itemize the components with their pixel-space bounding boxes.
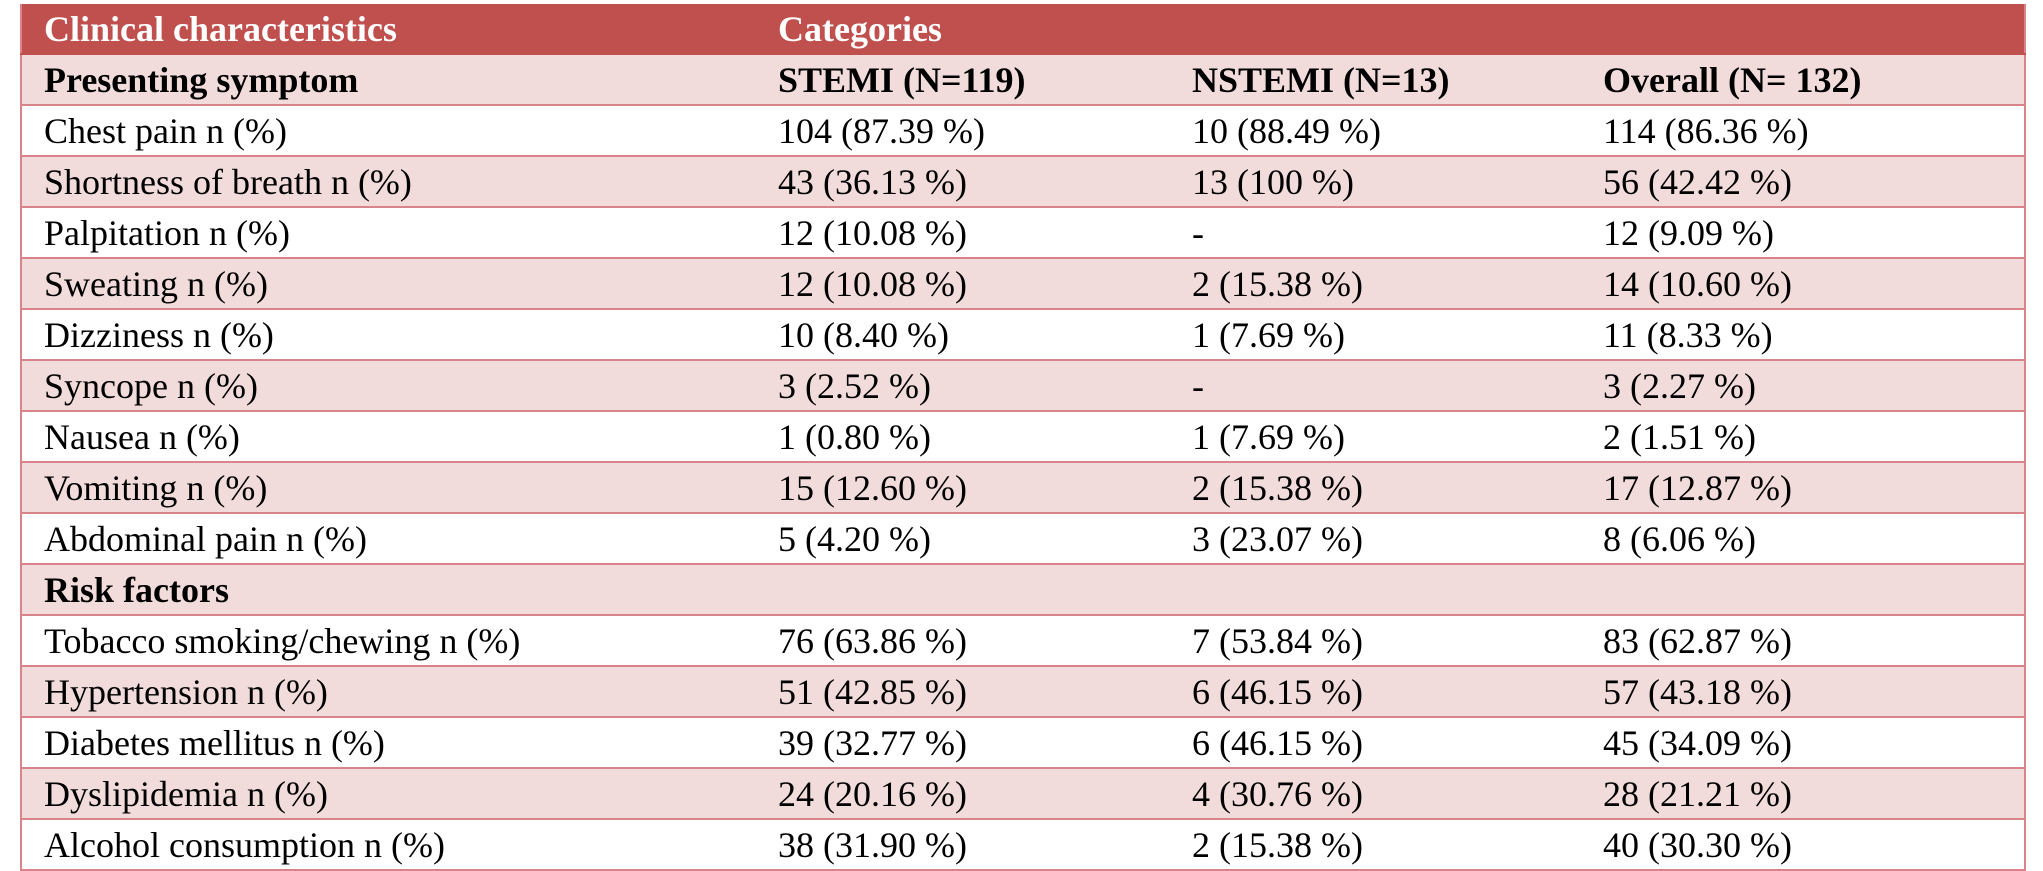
table-header-row: Clinical characteristics Categories xyxy=(20,4,2026,55)
nstemi-value: 1 (7.69 %) xyxy=(1170,411,1581,463)
overall-value: 83 (62.87 %) xyxy=(1581,615,2026,667)
nstemi-value: 4 (30.76 %) xyxy=(1170,768,1581,820)
row-label: Dyslipidemia n (%) xyxy=(20,768,756,820)
row-label: Vomiting n (%) xyxy=(20,462,756,514)
column-header-overall: Overall (N= 132) xyxy=(1581,54,2026,106)
stemi-value: 24 (20.16 %) xyxy=(756,768,1170,820)
table-row: Abdominal pain n (%) 5 (4.20 %) 3 (23.07… xyxy=(20,513,2026,565)
section-empty-cell xyxy=(1581,564,2026,616)
stemi-value: 1 (0.80 %) xyxy=(756,411,1170,463)
stemi-value: 43 (36.13 %) xyxy=(756,156,1170,208)
overall-value: 11 (8.33 %) xyxy=(1581,309,2026,361)
row-label: Sweating n (%) xyxy=(20,258,756,310)
section-title: Presenting symptom xyxy=(20,54,756,106)
nstemi-value: 13 (100 %) xyxy=(1170,156,1581,208)
overall-value: 12 (9.09 %) xyxy=(1581,207,2026,259)
nstemi-value: 10 (88.49 %) xyxy=(1170,105,1581,157)
stemi-value: 38 (31.90 %) xyxy=(756,819,1170,871)
nstemi-value: - xyxy=(1170,207,1581,259)
row-label: Diabetes mellitus n (%) xyxy=(20,717,756,769)
table-row: Alcohol consumption n (%) 38 (31.90 %) 2… xyxy=(20,819,2026,871)
row-label: Syncope n (%) xyxy=(20,360,756,412)
table-row: Syncope n (%) 3 (2.52 %) - 3 (2.27 %) xyxy=(20,360,2026,412)
table-row: Palpitation n (%) 12 (10.08 %) - 12 (9.0… xyxy=(20,207,2026,259)
stemi-value: 39 (32.77 %) xyxy=(756,717,1170,769)
stemi-value: 12 (10.08 %) xyxy=(756,258,1170,310)
nstemi-value: 2 (15.38 %) xyxy=(1170,258,1581,310)
clinical-characteristics-table: Clinical characteristics Categories Pres… xyxy=(20,4,2026,871)
header-categories: Categories xyxy=(756,4,1170,55)
table-row: Tobacco smoking/chewing n (%) 76 (63.86 … xyxy=(20,615,2026,667)
stemi-value: 51 (42.85 %) xyxy=(756,666,1170,718)
overall-value: 3 (2.27 %) xyxy=(1581,360,2026,412)
overall-value: 14 (10.60 %) xyxy=(1581,258,2026,310)
section-row-risk-factors: Risk factors xyxy=(20,564,2026,616)
row-label: Abdominal pain n (%) xyxy=(20,513,756,565)
header-clinical-characteristics: Clinical characteristics xyxy=(20,4,756,55)
stemi-value: 12 (10.08 %) xyxy=(756,207,1170,259)
overall-value: 114 (86.36 %) xyxy=(1581,105,2026,157)
section-title: Risk factors xyxy=(20,564,756,616)
row-label: Chest pain n (%) xyxy=(20,105,756,157)
header-empty-cell xyxy=(1170,4,1581,55)
table-row: Dizziness n (%) 10 (8.40 %) 1 (7.69 %) 1… xyxy=(20,309,2026,361)
table-row: Sweating n (%) 12 (10.08 %) 2 (15.38 %) … xyxy=(20,258,2026,310)
overall-value: 57 (43.18 %) xyxy=(1581,666,2026,718)
table-body: Clinical characteristics Categories Pres… xyxy=(20,4,2026,871)
table-row: Hypertension n (%) 51 (42.85 %) 6 (46.15… xyxy=(20,666,2026,718)
overall-value: 28 (21.21 %) xyxy=(1581,768,2026,820)
nstemi-value: 3 (23.07 %) xyxy=(1170,513,1581,565)
stemi-value: 15 (12.60 %) xyxy=(756,462,1170,514)
table-row: Shortness of breath n (%) 43 (36.13 %) 1… xyxy=(20,156,2026,208)
stemi-value: 3 (2.52 %) xyxy=(756,360,1170,412)
column-header-stemi: STEMI (N=119) xyxy=(756,54,1170,106)
table-row: Dyslipidemia n (%) 24 (20.16 %) 4 (30.76… xyxy=(20,768,2026,820)
nstemi-value: - xyxy=(1170,360,1581,412)
nstemi-value: 6 (46.15 %) xyxy=(1170,666,1581,718)
stemi-value: 76 (63.86 %) xyxy=(756,615,1170,667)
overall-value: 17 (12.87 %) xyxy=(1581,462,2026,514)
section-empty-cell xyxy=(756,564,1170,616)
nstemi-value: 6 (46.15 %) xyxy=(1170,717,1581,769)
row-label: Nausea n (%) xyxy=(20,411,756,463)
row-label: Alcohol consumption n (%) xyxy=(20,819,756,871)
row-label: Tobacco smoking/chewing n (%) xyxy=(20,615,756,667)
header-empty-cell xyxy=(1581,4,2026,55)
overall-value: 2 (1.51 %) xyxy=(1581,411,2026,463)
row-label: Palpitation n (%) xyxy=(20,207,756,259)
overall-value: 56 (42.42 %) xyxy=(1581,156,2026,208)
table-row: Nausea n (%) 1 (0.80 %) 1 (7.69 %) 2 (1.… xyxy=(20,411,2026,463)
overall-value: 8 (6.06 %) xyxy=(1581,513,2026,565)
section-row-presenting-symptom: Presenting symptom STEMI (N=119) NSTEMI … xyxy=(20,54,2026,106)
stemi-value: 10 (8.40 %) xyxy=(756,309,1170,361)
nstemi-value: 7 (53.84 %) xyxy=(1170,615,1581,667)
nstemi-value: 1 (7.69 %) xyxy=(1170,309,1581,361)
nstemi-value: 2 (15.38 %) xyxy=(1170,819,1581,871)
column-header-nstemi: NSTEMI (N=13) xyxy=(1170,54,1581,106)
nstemi-value: 2 (15.38 %) xyxy=(1170,462,1581,514)
row-label: Hypertension n (%) xyxy=(20,666,756,718)
stemi-value: 104 (87.39 %) xyxy=(756,105,1170,157)
overall-value: 45 (34.09 %) xyxy=(1581,717,2026,769)
row-label: Dizziness n (%) xyxy=(20,309,756,361)
table-row: Vomiting n (%) 15 (12.60 %) 2 (15.38 %) … xyxy=(20,462,2026,514)
stemi-value: 5 (4.20 %) xyxy=(756,513,1170,565)
overall-value: 40 (30.30 %) xyxy=(1581,819,2026,871)
row-label: Shortness of breath n (%) xyxy=(20,156,756,208)
section-empty-cell xyxy=(1170,564,1581,616)
table-row: Chest pain n (%) 104 (87.39 %) 10 (88.49… xyxy=(20,105,2026,157)
table-row: Diabetes mellitus n (%) 39 (32.77 %) 6 (… xyxy=(20,717,2026,769)
